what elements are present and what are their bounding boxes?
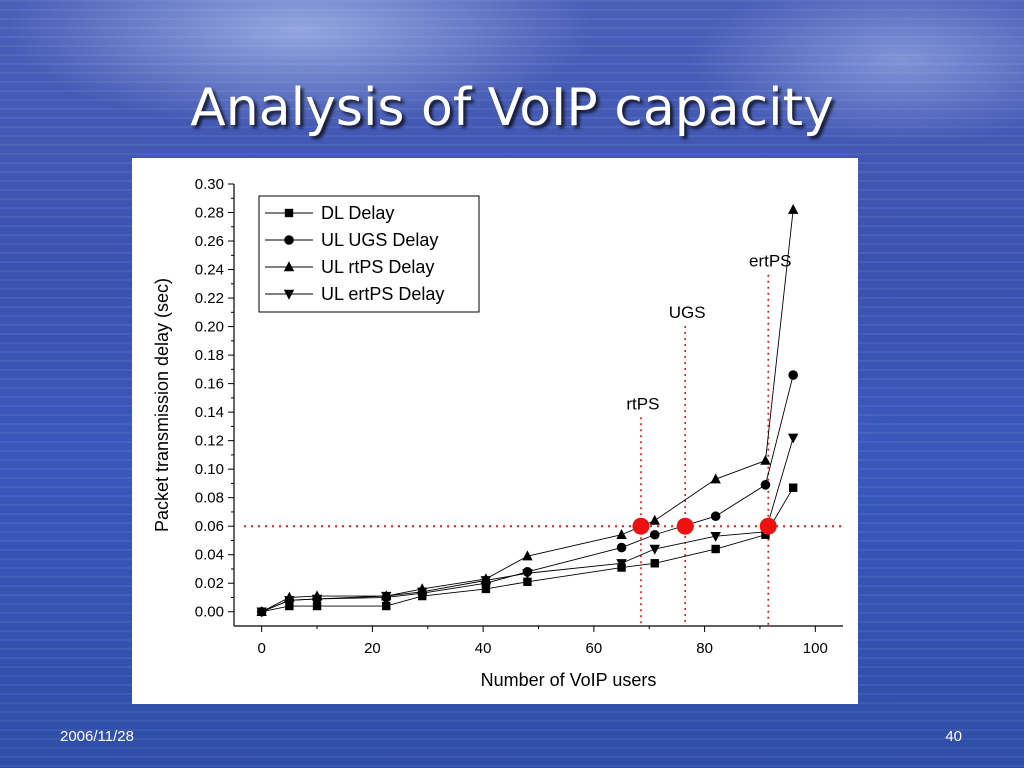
y-tick-label: 0.06	[195, 518, 224, 535]
y-tick-label: 0.14	[195, 404, 224, 421]
data-point-triangle-down	[787, 433, 799, 444]
data-point-square	[382, 601, 391, 611]
data-point-square	[523, 577, 532, 586]
annotation-label-rtps: rtPS	[626, 394, 659, 413]
legend-label: UL ertPS Delay	[321, 284, 444, 304]
data-point-square	[788, 483, 798, 492]
series-line-3	[261, 437, 794, 613]
y-tick-label: 0.20	[195, 319, 224, 336]
data-point-triangle-down	[256, 607, 267, 618]
y-tick-label: 0.18	[195, 347, 224, 364]
x-axis-title: Number of VoIP users	[481, 670, 657, 690]
y-tick-label: 0.28	[195, 205, 224, 222]
slide-title: Analysis of VoIP capacity	[190, 78, 834, 138]
data-point-triangle-down	[311, 594, 323, 605]
data-point-square	[312, 601, 322, 611]
x-tick-label: 80	[696, 640, 713, 657]
y-tick-label: 0.16	[195, 376, 224, 393]
data-point-triangle-down	[284, 596, 295, 607]
data-point-square	[285, 601, 294, 611]
data-point-triangle-down	[710, 531, 721, 542]
y-tick-label: 0.24	[195, 262, 224, 279]
legend-marker-square	[284, 208, 294, 218]
y-tick-label: 0.26	[195, 233, 224, 250]
capacity-highlight-dot	[632, 517, 650, 535]
legend-label: UL rtPS Delay	[321, 257, 434, 277]
legend-label: DL Delay	[321, 203, 394, 223]
y-tick-label: 0.10	[195, 461, 224, 478]
y-axis-title: Packet transmission delay (sec)	[152, 278, 172, 532]
legend-box	[258, 195, 480, 313]
y-tick-label: 0.00	[195, 604, 224, 621]
legend-label: UL UGS Delay	[321, 230, 438, 250]
legend-marker-circle	[284, 235, 294, 245]
chart-panel: 0.00 0.02 0.04 0.06 0.08 0.10 0.12 0.14 0.16 0.18…	[132, 158, 858, 704]
data-point-triangle-up	[787, 203, 799, 214]
data-point-circle	[788, 370, 798, 380]
y-tick-label: 0.30	[195, 176, 224, 193]
data-point-square	[481, 584, 491, 594]
annotation-label-ugs: UGS	[669, 303, 706, 322]
data-point-triangle-up	[710, 473, 721, 484]
data-point-triangle-up	[522, 550, 533, 561]
capacity-highlight-dot	[759, 517, 777, 535]
y-tick-label: 0.02	[195, 575, 224, 592]
data-point-square	[711, 544, 720, 554]
x-tick-label: 60	[586, 640, 603, 657]
data-point-square	[650, 559, 659, 568]
x-tick-label: 40	[475, 640, 492, 657]
x-tick-label: 20	[364, 640, 381, 657]
data-point-triangle-down	[522, 569, 533, 579]
footer-page-number: 40	[945, 728, 962, 745]
x-tick-label: 0	[258, 640, 266, 657]
capacity-highlight-dot	[676, 517, 694, 535]
y-tick-label: 0.22	[195, 290, 224, 307]
data-point-triangle-down	[616, 559, 627, 569]
data-point-circle	[710, 511, 721, 522]
data-point-triangle-down	[381, 591, 392, 602]
series-line-0	[261, 487, 794, 613]
annotation-label-ertps: ertPS	[749, 252, 792, 271]
legend-marker-triangle-down	[283, 289, 295, 300]
data-point-circle	[760, 480, 771, 490]
data-point-circle	[649, 529, 660, 540]
series-line-2	[261, 209, 794, 613]
y-tick-label: 0.12	[195, 433, 224, 450]
legend-marker-triangle-up	[283, 261, 295, 272]
data-point-triangle-up	[616, 529, 627, 539]
data-point-triangle-down	[649, 544, 660, 555]
data-point-triangle-up	[760, 454, 771, 465]
data-point-triangle-up	[649, 514, 660, 525]
delay-chart: 0.00 0.02 0.04 0.06 0.08 0.10 0.12 0.14 0.16 0.18…	[152, 176, 843, 690]
y-tick-label: 0.04	[195, 547, 224, 564]
data-point-triangle-down	[417, 587, 428, 598]
data-point-triangle-down	[480, 576, 492, 587]
footer-date: 2006/11/28	[60, 728, 134, 745]
y-tick-label: 0.08	[195, 490, 224, 507]
data-point-circle	[616, 542, 627, 553]
x-tick-label: 100	[803, 640, 828, 657]
